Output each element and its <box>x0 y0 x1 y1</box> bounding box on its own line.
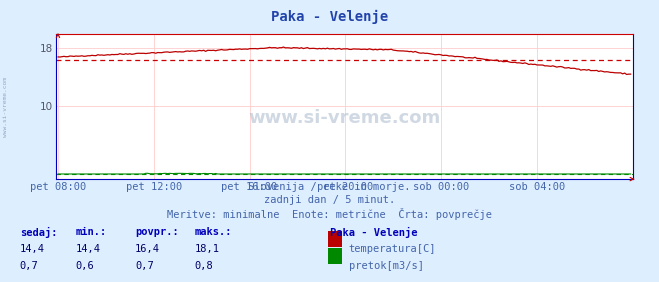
Text: povpr.:: povpr.: <box>135 227 179 237</box>
Text: Paka - Velenje: Paka - Velenje <box>271 10 388 24</box>
Text: sedaj:: sedaj: <box>20 227 57 238</box>
Text: 0,6: 0,6 <box>76 261 94 271</box>
Text: zadnji dan / 5 minut.: zadnji dan / 5 minut. <box>264 195 395 204</box>
Text: maks.:: maks.: <box>194 227 232 237</box>
Text: Meritve: minimalne  Enote: metrične  Črta: povprečje: Meritve: minimalne Enote: metrične Črta:… <box>167 208 492 220</box>
Text: 0,7: 0,7 <box>135 261 154 271</box>
Text: Slovenija / reke in morje.: Slovenija / reke in morje. <box>248 182 411 192</box>
Text: 18,1: 18,1 <box>194 244 219 254</box>
Text: Paka - Velenje: Paka - Velenje <box>330 227 417 238</box>
Text: min.:: min.: <box>76 227 107 237</box>
Text: 16,4: 16,4 <box>135 244 160 254</box>
Text: 14,4: 14,4 <box>76 244 101 254</box>
Text: 0,7: 0,7 <box>20 261 38 271</box>
Text: www.si-vreme.com: www.si-vreme.com <box>248 109 440 127</box>
Text: temperatura[C]: temperatura[C] <box>349 244 436 254</box>
Text: 14,4: 14,4 <box>20 244 45 254</box>
Text: pretok[m3/s]: pretok[m3/s] <box>349 261 424 271</box>
Text: www.si-vreme.com: www.si-vreme.com <box>3 77 8 137</box>
Text: 0,8: 0,8 <box>194 261 213 271</box>
